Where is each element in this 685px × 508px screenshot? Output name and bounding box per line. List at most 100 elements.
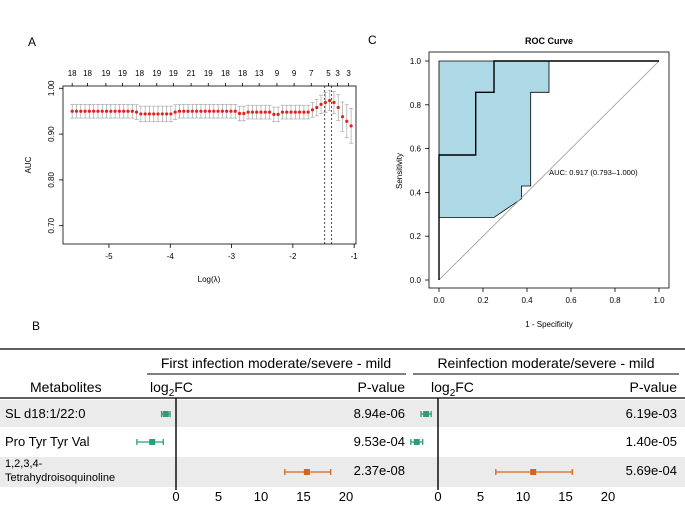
panel-c-y-tick-label: 0.2 xyxy=(410,232,422,241)
panel-a-auc-point xyxy=(83,109,87,113)
panel-a-y-tick-label: 1.00 xyxy=(47,80,56,96)
panel-c-y-tick-label: 0.0 xyxy=(410,276,422,285)
panel-a-auc-point xyxy=(220,109,224,113)
panel-a-auc-point xyxy=(280,110,285,114)
panel-a-top-tick-label: 19 xyxy=(118,69,127,78)
panel-b-x-tick-label: 10 xyxy=(516,489,530,504)
panel-a-auc-point xyxy=(186,109,190,113)
panel-a-auc-point xyxy=(147,112,152,116)
panel-a-auc-point xyxy=(92,109,96,113)
panel-a-auc-point xyxy=(164,112,169,116)
panel-a-auc-point xyxy=(117,109,121,113)
panel-b-row-label: SL d18:1/22:0 xyxy=(5,406,85,421)
panel-a-top-tick-label: 19 xyxy=(204,69,213,78)
panel-b-estimate-marker xyxy=(413,439,420,445)
panel-a-auc-point xyxy=(122,109,126,113)
panel-a-top-tick-label: 13 xyxy=(255,69,264,78)
panel-a-top-tick-label: 18 xyxy=(83,69,92,78)
panel-b-row-bg xyxy=(0,400,685,427)
panel-a-y-tick-label: 0.70 xyxy=(47,217,56,233)
panel-c-y-axis: 0.0 0.2 0.4 0.6 0.8 1.0 xyxy=(410,57,429,285)
panel-b-x-tick-label: 5 xyxy=(477,489,484,504)
panel-a-auc-point xyxy=(285,110,289,114)
panel-c-y-label: Sensitivity xyxy=(395,153,404,189)
panel-c-x-label: 1 - Specificity xyxy=(525,320,573,329)
panel-b-pvalue: 1.40e-05 xyxy=(626,434,677,449)
panel-b-pvalue: 6.19e-03 xyxy=(626,406,677,421)
panel-a-auc-point xyxy=(212,109,216,113)
panel-a-auc-point xyxy=(276,112,280,116)
panel-a-auc-point xyxy=(263,110,267,114)
panel-a-x-tick-label: -1 xyxy=(351,252,359,261)
panel-b-pvalue: 8.94e-06 xyxy=(354,406,405,421)
panel-c-x-tick-label: 0.8 xyxy=(609,296,621,305)
panel-a-auc-point xyxy=(259,110,263,114)
panel-a-x-tick-label: -4 xyxy=(167,252,175,261)
panel-a-auc-point xyxy=(310,108,315,112)
panel-a-auc-point xyxy=(255,110,259,114)
panel-b-log2fc-header-2: log2FC xyxy=(431,379,474,399)
panel-a-top-tick-label: 21 xyxy=(187,69,196,78)
panel-b-estimate-marker xyxy=(303,469,310,475)
panel-b-x-tick-label: 20 xyxy=(339,489,353,504)
panel-a-auc-point xyxy=(229,109,233,113)
panel-a-auc-point xyxy=(126,109,130,113)
panel-b-x-tick-label: 0 xyxy=(434,489,441,504)
panel-a-reference-lines xyxy=(324,86,332,244)
panel-a-auc-point xyxy=(272,112,276,116)
panel-a-auc-point xyxy=(349,124,353,128)
panel-a-top-tick-label: 9 xyxy=(292,69,297,78)
panel-b-pvalue: 9.53e-04 xyxy=(354,434,405,449)
panel-b-x-tick-label: 5 xyxy=(215,489,222,504)
panel-a-y-tick-label: 0.80 xyxy=(47,172,56,188)
panel-a-auc-point xyxy=(237,111,242,116)
panel-a-auc-point xyxy=(216,109,220,113)
panel-a-top-tick-label: 9 xyxy=(275,69,280,78)
panel-a-auc-point xyxy=(246,110,250,114)
panel-a-auc-point xyxy=(319,102,323,106)
panel-c-diagonal xyxy=(438,60,660,281)
panel-a-auc-point xyxy=(113,109,117,113)
panel-a-auc-point xyxy=(302,110,306,114)
panel-b-pvalue: 5.69e-04 xyxy=(626,463,677,478)
panel-c-y-tick-label: 0.4 xyxy=(410,188,422,197)
panel-a-plot-frame xyxy=(62,85,357,245)
panel-a-auc-point xyxy=(79,109,83,113)
panel-b-x-tick-label: 0 xyxy=(172,489,179,504)
panel-a-auc-point xyxy=(225,109,229,113)
panel-b-x-tick-label: 15 xyxy=(296,489,310,504)
panel-a-auc-point xyxy=(104,109,109,113)
panel-a-auc-point xyxy=(207,109,212,113)
panel-a-top-axis: 18 18 19 19 18 19 19 21 19 18 18 13 9 9 7 5 3 3 xyxy=(68,69,351,86)
panel-b-estimate-marker xyxy=(162,411,169,417)
panel-b-metabolites-header: Metabolites xyxy=(30,379,102,395)
panel-a-auc-point xyxy=(306,110,310,114)
panel-c-x-tick-label: 0.2 xyxy=(477,296,489,305)
panel-a-top-tick-label: 5 xyxy=(326,69,331,78)
panel-a-auc-point xyxy=(203,109,207,113)
panel-a-top-tick-label: 7 xyxy=(309,69,314,78)
panel-a-auc-point xyxy=(332,100,336,105)
panel-b-pvalue: 2.37e-08 xyxy=(354,463,405,478)
panel-a-auc-point xyxy=(70,109,74,113)
panel-a-auc-point xyxy=(250,110,255,114)
panel-a-y-axis: 0.70 0.80 0.90 1.00 xyxy=(47,80,63,233)
panel-b-forest-table: B First infection moderate/severe - mild… xyxy=(0,319,685,504)
panel-b-log2fc-header-1: log2FC xyxy=(150,379,193,399)
panel-a-auc-point xyxy=(298,110,302,114)
panel-b-label: B xyxy=(32,319,40,333)
panel-a-top-tick-label: 19 xyxy=(169,69,178,78)
panel-a-auc-point xyxy=(173,110,177,114)
panel-b-pvalue-header-1: P-value xyxy=(358,379,406,395)
panel-a-top-tick-label: 19 xyxy=(101,69,110,78)
panel-a-top-tick-label: 18 xyxy=(221,69,230,78)
panel-b-x-tick-label: 10 xyxy=(254,489,268,504)
panel-a-top-tick-label: 18 xyxy=(68,69,77,78)
panel-b-estimate-marker xyxy=(149,439,156,445)
panel-c-x-axis: 0.0 0.2 0.4 0.6 0.8 1.0 xyxy=(433,288,665,305)
panel-a-top-tick-label: 18 xyxy=(135,69,144,78)
panel-c-roc: C ROC Curve 0.0 0.2 0.4 0.6 0.8 1.0 0.0 0.2 0.4… xyxy=(368,33,670,329)
panel-a-auc-points xyxy=(70,90,354,144)
panel-a-auc-point xyxy=(130,109,134,113)
